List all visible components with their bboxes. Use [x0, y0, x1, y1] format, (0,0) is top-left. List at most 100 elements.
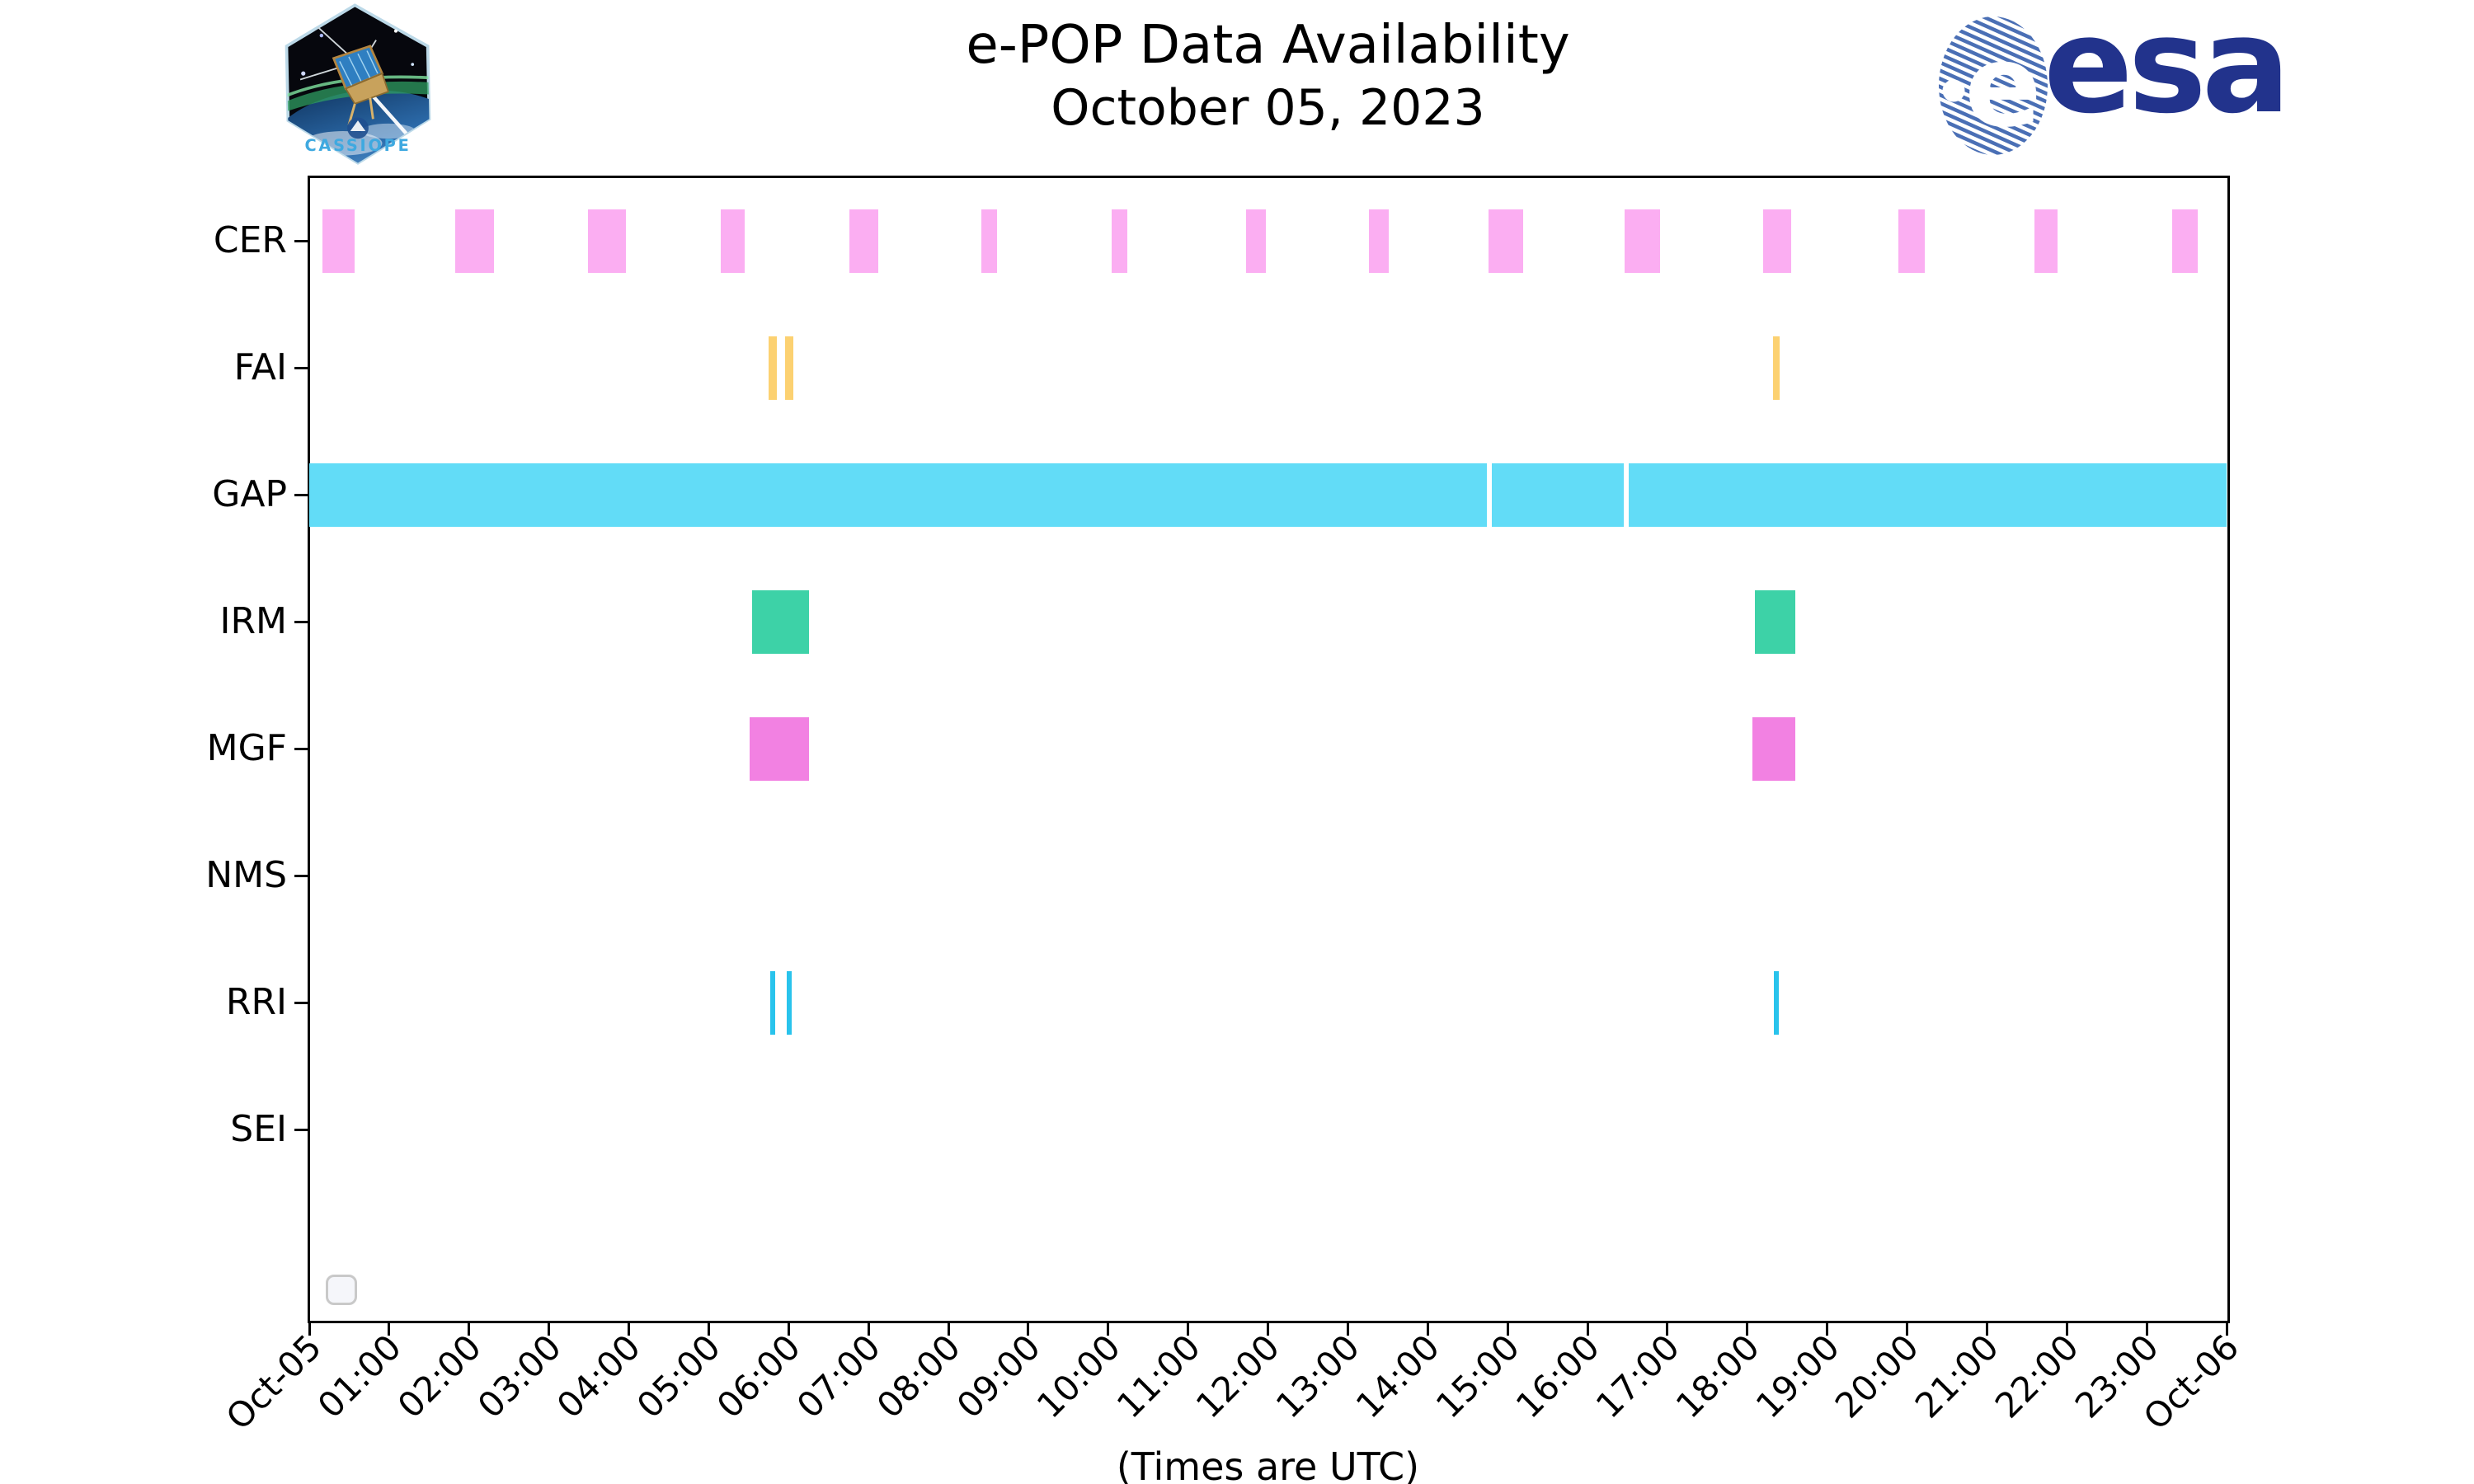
y-tick — [294, 747, 309, 750]
row-label-gap: GAP — [212, 473, 287, 515]
availability-bar-fai — [1772, 336, 1780, 400]
x-tick-label: 06:00 — [708, 1327, 809, 1426]
cassiope-mission-patch: CASSIOPE — [282, 3, 434, 165]
x-tick-label: 13:00 — [1268, 1327, 1368, 1426]
availability-bar-cer — [1898, 209, 1925, 273]
x-tick — [1267, 1321, 1269, 1336]
x-axis-label: (Times are UTC) — [1116, 1444, 1420, 1484]
x-tick-label: 19:00 — [1747, 1327, 1847, 1426]
satellite-graphic — [299, 24, 412, 139]
cassiope-logo: CASSIOPE — [285, 3, 431, 165]
y-tick — [294, 366, 309, 369]
x-tick-label: 11:00 — [1108, 1327, 1208, 1426]
x-tick — [787, 1321, 790, 1336]
x-tick-label: 08:00 — [868, 1327, 968, 1426]
x-tick — [1426, 1321, 1429, 1336]
availability-bar-cer — [2172, 209, 2199, 273]
availability-bar-gap — [309, 463, 1487, 527]
y-tick — [294, 874, 309, 877]
star-icon — [411, 63, 415, 66]
availability-bar-fai — [769, 336, 777, 400]
x-tick-label: 22:00 — [1987, 1327, 2087, 1426]
row-label-sei: SEI — [230, 1108, 287, 1150]
y-tick — [294, 239, 309, 242]
row-label-rri: RRI — [225, 981, 287, 1023]
x-tick — [628, 1321, 630, 1336]
availability-bar-gap — [1491, 463, 1624, 527]
x-tick-label: 05:00 — [629, 1327, 729, 1426]
x-tick — [1187, 1321, 1190, 1336]
x-tick — [308, 1321, 311, 1336]
x-tick — [707, 1321, 710, 1336]
y-tick — [294, 493, 309, 496]
esa-logo: e esa — [1921, 0, 2400, 160]
esa-wordmark: esa — [2044, 0, 2291, 143]
x-tick — [388, 1321, 391, 1336]
y-tick — [294, 1128, 309, 1131]
availability-bar-cer — [455, 209, 494, 273]
availability-bar-cer — [2034, 209, 2058, 273]
row-label-fai: FAI — [233, 346, 287, 388]
availability-bar-cer — [1246, 209, 1266, 273]
row-label-irm: IRM — [219, 600, 287, 642]
availability-bar-rri — [1773, 970, 1779, 1035]
x-tick — [1666, 1321, 1669, 1336]
chart-subtitle: October 05, 2023 — [1051, 79, 1485, 137]
aurora-graphic — [286, 81, 430, 116]
x-tick-label: Oct-05 — [218, 1327, 329, 1438]
y-tick — [294, 620, 309, 623]
chart-title: e-POP Data Availability — [966, 15, 1570, 76]
x-tick-label: 09:00 — [948, 1327, 1048, 1426]
x-tick — [2145, 1321, 2148, 1336]
x-tick — [1506, 1321, 1509, 1336]
availability-bar-cer — [981, 209, 998, 273]
x-tick-label: 20:00 — [1827, 1327, 1927, 1426]
x-tick — [947, 1321, 950, 1336]
x-tick-label: 12:00 — [1188, 1327, 1288, 1426]
availability-bar-mgf — [749, 716, 810, 781]
availability-bar-cer — [849, 209, 878, 273]
availability-bar-mgf — [1752, 716, 1795, 781]
esa-emblem: e — [1939, 16, 2048, 155]
plot-area — [308, 176, 2230, 1323]
availability-bar-rri — [769, 970, 775, 1035]
x-tick — [1906, 1321, 1908, 1336]
x-tick-label: 01:00 — [309, 1327, 409, 1426]
x-tick-label: 04:00 — [549, 1327, 649, 1426]
availability-bar-gap — [1629, 463, 2227, 527]
x-tick-label: 02:00 — [389, 1327, 489, 1426]
y-tick — [294, 1001, 309, 1004]
x-tick — [2225, 1321, 2228, 1336]
availability-bar-cer — [1488, 209, 1523, 273]
x-tick — [1346, 1321, 1349, 1336]
x-tick-label: 17:00 — [1587, 1327, 1687, 1426]
x-tick-label: 18:00 — [1667, 1327, 1767, 1426]
star-icon — [393, 29, 398, 33]
x-tick-label: 21:00 — [1907, 1327, 2007, 1426]
row-label-cer: CER — [213, 219, 287, 261]
x-tick-label: 10:00 — [1028, 1327, 1128, 1426]
star-icon — [319, 33, 324, 38]
earth-graphic — [286, 90, 430, 163]
esa-emblem-dot — [1942, 79, 1965, 102]
x-tick — [867, 1321, 870, 1336]
star-icon — [301, 71, 306, 76]
availability-bar-cer — [1624, 209, 1661, 273]
availability-bar-fai — [785, 336, 794, 400]
x-tick-label: 16:00 — [1507, 1327, 1607, 1426]
x-tick — [1746, 1321, 1749, 1336]
availability-bar-cer — [322, 209, 355, 273]
x-tick — [468, 1321, 471, 1336]
availability-bar-cer — [1111, 209, 1127, 273]
esa-emblem-letter: e — [1964, 20, 2042, 153]
availability-bar-cer — [1763, 209, 1792, 273]
x-tick-label: 07:00 — [788, 1327, 889, 1426]
x-tick-label: 03:00 — [469, 1327, 569, 1426]
row-label-nms: NMS — [205, 854, 287, 896]
x-tick — [548, 1321, 551, 1336]
availability-bar-cer — [720, 209, 745, 273]
x-tick — [1826, 1321, 1829, 1336]
availability-bar-irm — [1755, 589, 1795, 654]
availability-bar-irm — [751, 589, 810, 654]
